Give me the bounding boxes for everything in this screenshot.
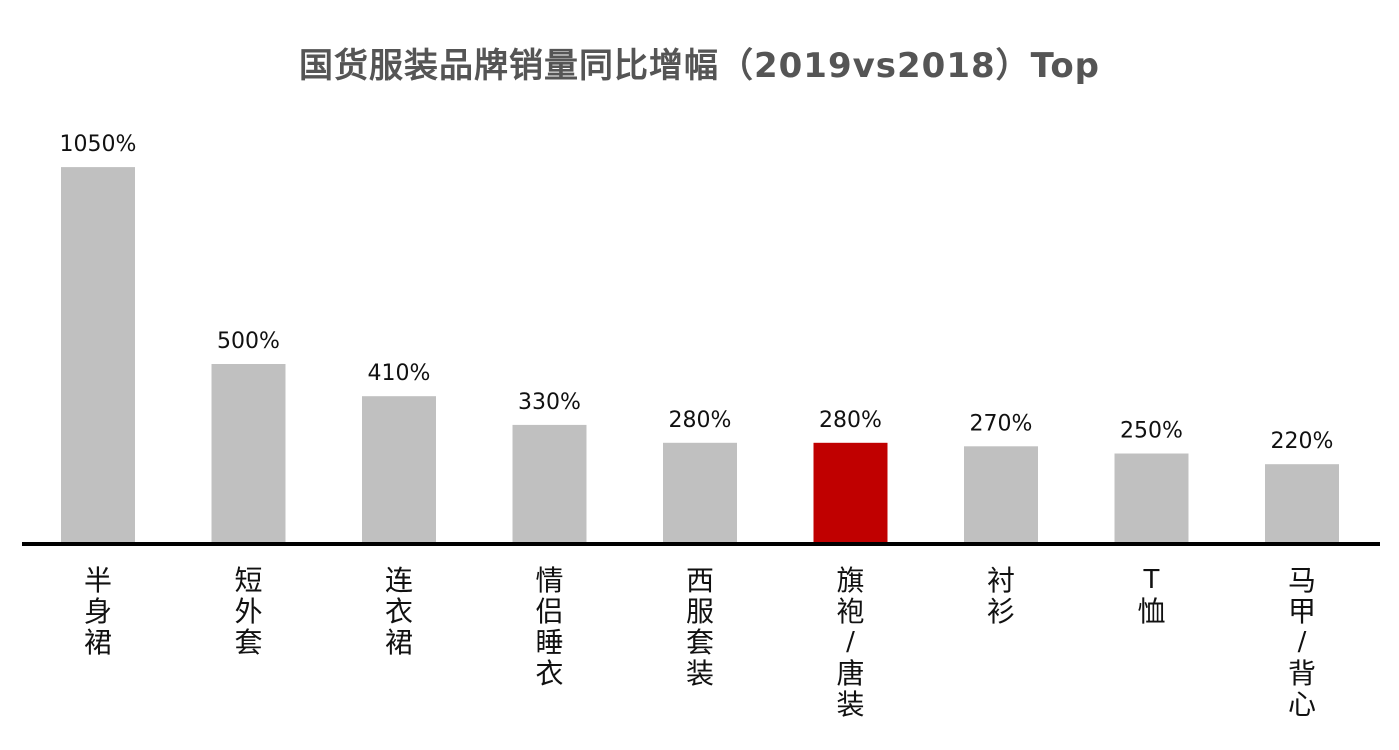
- category-label-3: 连衣裙: [385, 564, 413, 659]
- category-label-9: 马甲/背心: [1288, 564, 1316, 721]
- bar-3: [362, 396, 436, 543]
- category-label-4: 情侣睡衣: [535, 564, 563, 690]
- bar-1: [61, 167, 135, 543]
- bar-7: [964, 446, 1038, 543]
- category-label-5: 西服套装: [686, 564, 714, 690]
- value-label-4: 330%: [518, 390, 581, 415]
- value-label-1: 1050%: [60, 132, 137, 157]
- value-label-5: 280%: [669, 408, 732, 433]
- bar-4: [512, 424, 587, 543]
- value-label-2: 500%: [217, 329, 280, 354]
- bar-8: [1114, 453, 1189, 543]
- category-label-6: 旗袍/唐装: [836, 564, 864, 721]
- bar-2: [211, 364, 286, 543]
- category-label-7: 衬衫: [987, 564, 1015, 628]
- value-label-9: 220%: [1271, 429, 1334, 454]
- category-label-1: 半身裙: [84, 564, 112, 659]
- bar-5: [663, 442, 737, 543]
- bar-6: [813, 442, 888, 543]
- value-label-6: 280%: [819, 408, 882, 433]
- category-label-2: 短外套: [234, 564, 262, 659]
- value-label-8: 250%: [1120, 419, 1183, 444]
- chart-title: 国货服装品牌销量同比增幅（2019vs2018）Top: [298, 46, 1101, 86]
- value-label-7: 270%: [970, 411, 1033, 436]
- value-label-3: 410%: [368, 361, 431, 386]
- bar-9: [1265, 464, 1339, 543]
